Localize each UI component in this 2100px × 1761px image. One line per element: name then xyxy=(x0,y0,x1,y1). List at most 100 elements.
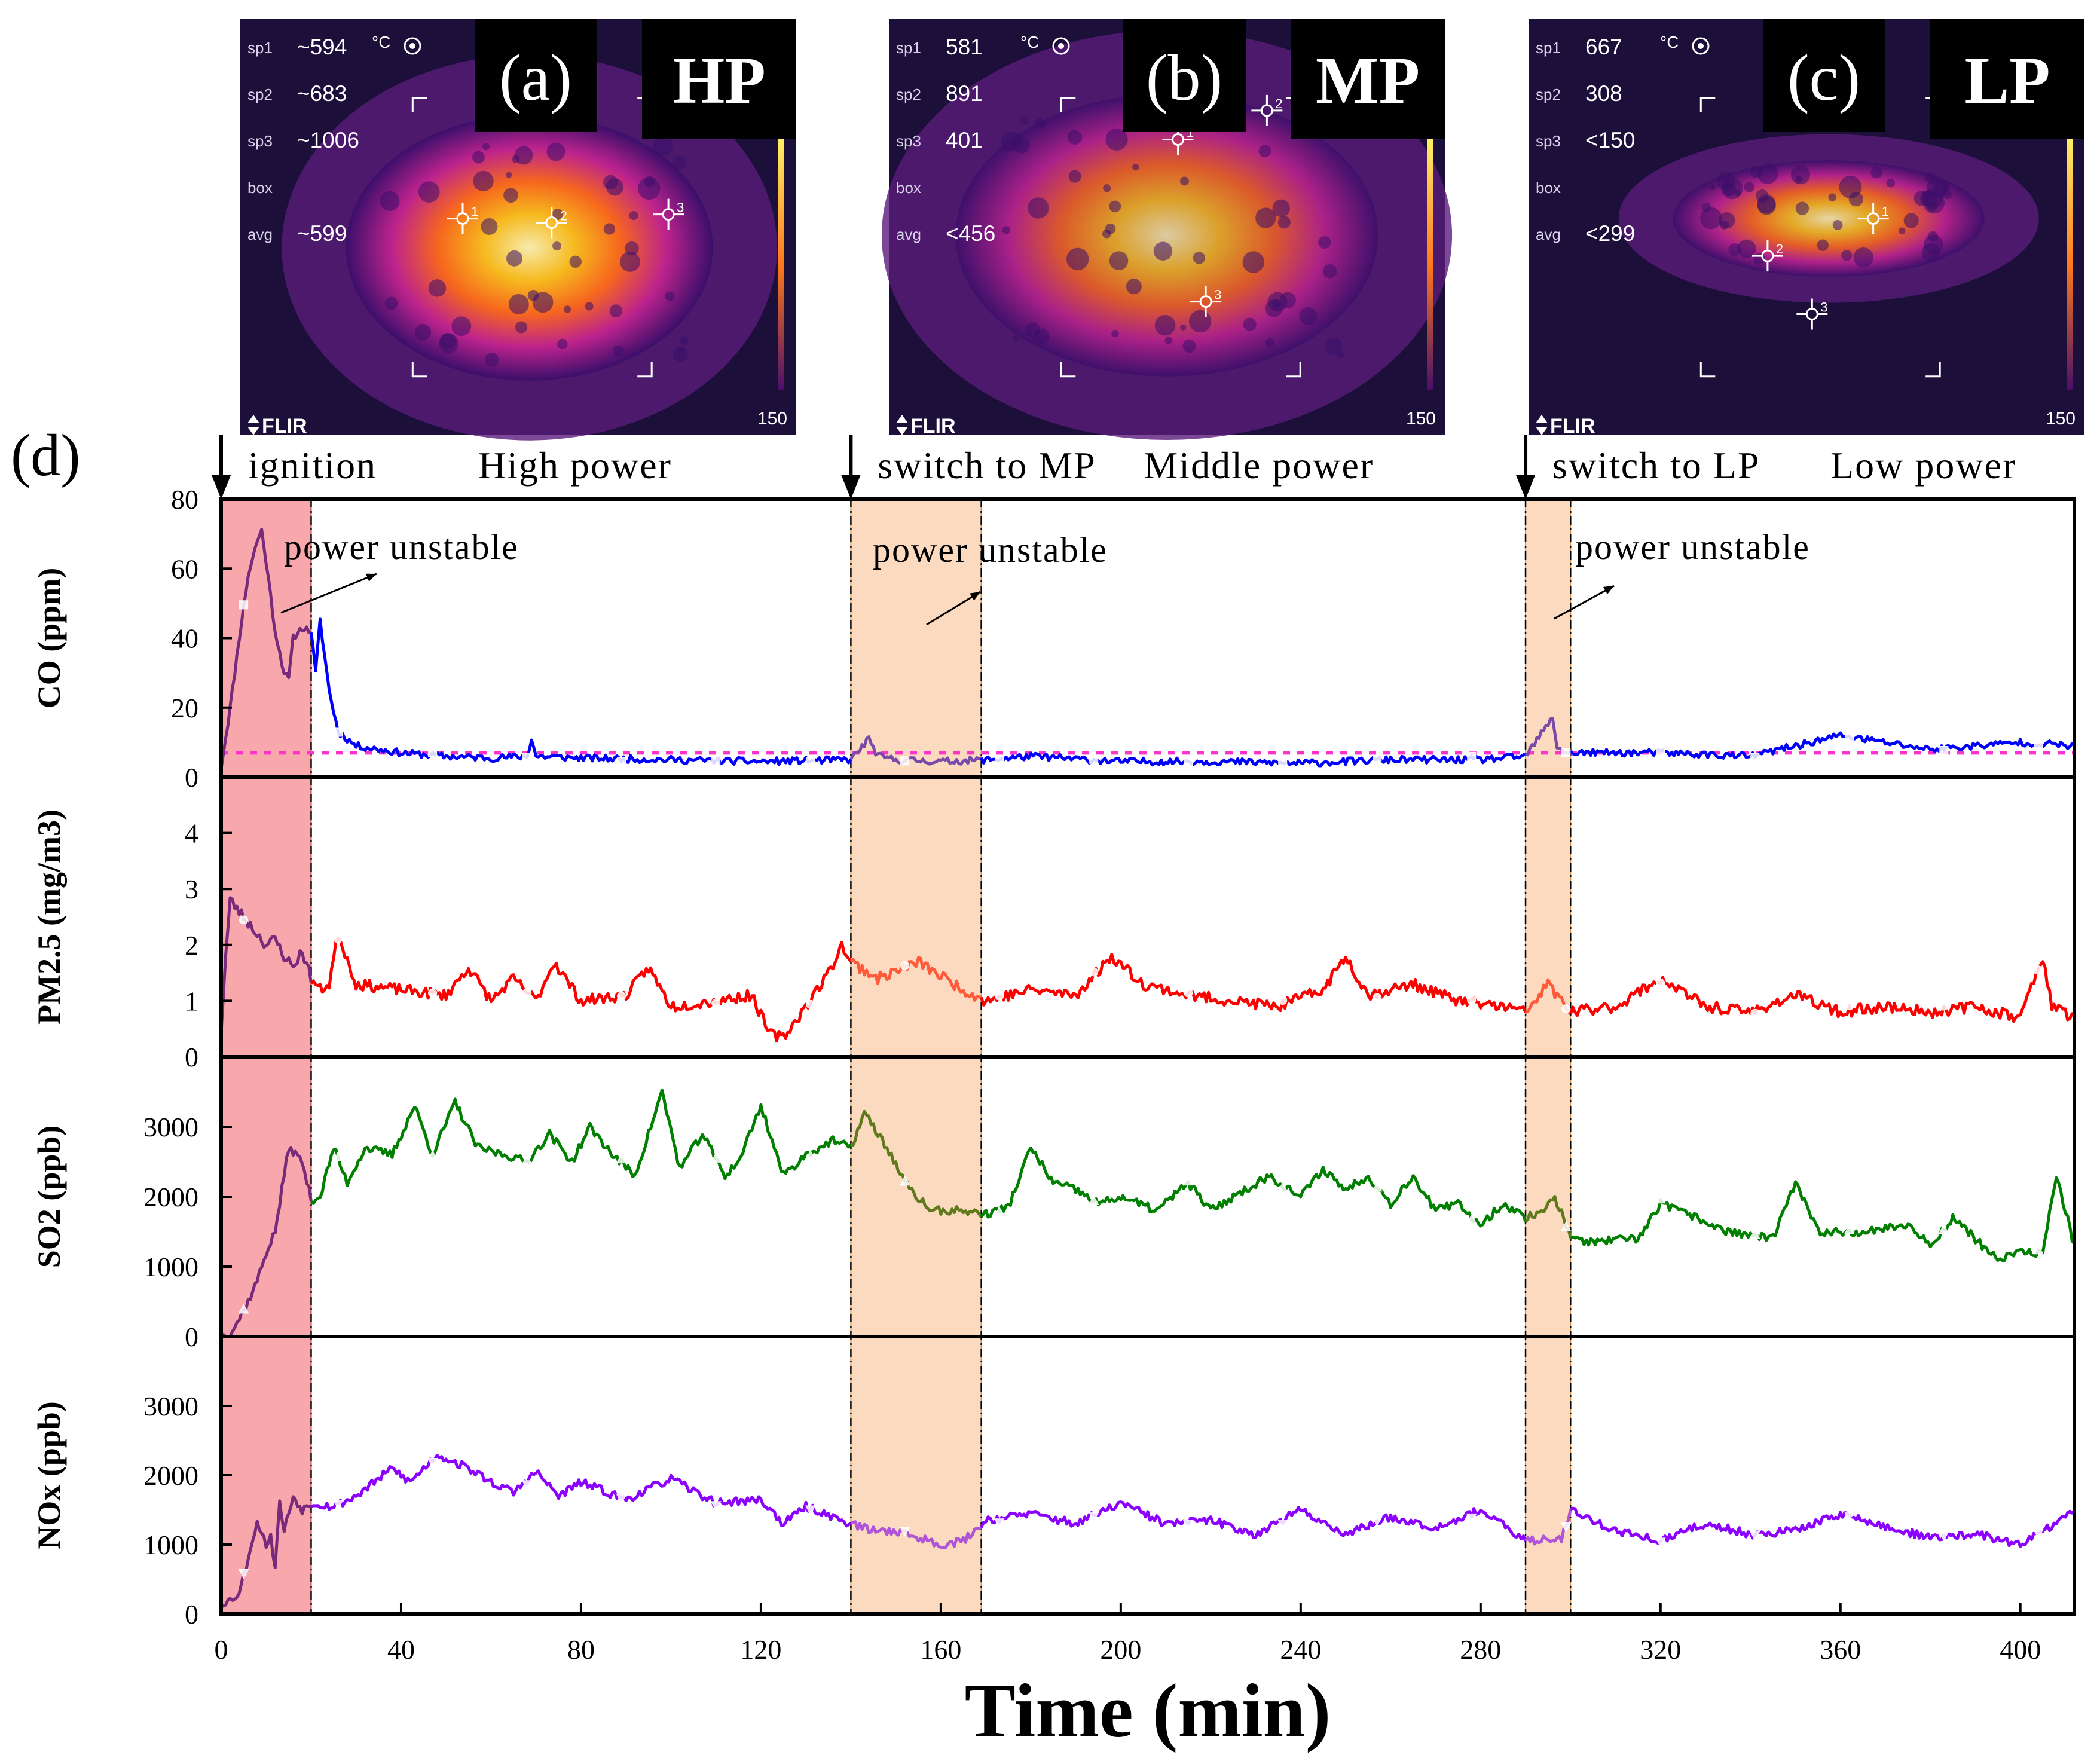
series-line-co-1 xyxy=(310,617,852,766)
data-marker xyxy=(900,756,910,766)
fuel-lump xyxy=(428,279,447,297)
fuel-lump xyxy=(1322,264,1337,279)
data-marker xyxy=(900,961,910,970)
fuel-lump xyxy=(532,292,554,313)
spot-marker-2: 2 xyxy=(1751,240,1783,272)
fuel-lump xyxy=(481,218,498,235)
data-marker xyxy=(1845,732,1854,741)
flir-logo-text: FLIR xyxy=(910,415,956,438)
y-axis-label: NOx (ppb) xyxy=(31,1401,67,1549)
data-marker xyxy=(806,999,815,1009)
fuel-lump xyxy=(506,250,522,267)
fuel-lump xyxy=(438,334,459,354)
series-line-nox-2 xyxy=(850,1520,982,1549)
data-marker xyxy=(1182,1520,1194,1530)
readout-label-sp3: sp3 xyxy=(1536,132,1561,150)
data-marker xyxy=(1466,1513,1477,1524)
readout-label-sp3: sp3 xyxy=(247,132,273,150)
phase-0: ignition High power xyxy=(212,435,671,499)
fuel-lump xyxy=(1734,189,1741,197)
spot-number: 1 xyxy=(1882,204,1889,219)
series-line-pm25-5 xyxy=(1569,960,2075,1023)
panel-letter-box xyxy=(1123,19,1246,132)
power-unstable-annotations: power unstable power unstable power unstab… xyxy=(280,527,1810,626)
crosshair-lines xyxy=(447,203,478,234)
data-marker xyxy=(1845,1001,1854,1010)
data-marker xyxy=(428,988,438,998)
fuel-lump xyxy=(603,223,615,235)
data-marker xyxy=(1750,1008,1760,1018)
data-marker xyxy=(1373,993,1382,1002)
data-marker xyxy=(1184,757,1193,766)
fuel-lump xyxy=(1111,329,1119,338)
spot-number: 3 xyxy=(1214,288,1221,302)
series-line-pm25-2 xyxy=(849,956,982,1002)
data-marker xyxy=(1371,1181,1383,1192)
data-marker xyxy=(1467,995,1477,1005)
data-marker xyxy=(522,753,532,762)
fuel-lump xyxy=(1744,182,1754,192)
fuel-lump xyxy=(1255,207,1276,228)
readout-label-sp2: sp2 xyxy=(247,85,273,103)
fuel-lump xyxy=(1109,251,1129,270)
measurement-box-corner xyxy=(1060,97,1076,113)
flir-logo-icon xyxy=(1536,415,1548,435)
x-tick-label: 120 xyxy=(740,1634,781,1665)
y-tick-label: 1000 xyxy=(143,1252,198,1282)
fuel-lump xyxy=(482,143,490,151)
fuel-lump xyxy=(1179,176,1189,186)
fuel-lump xyxy=(1153,241,1173,261)
data-marker xyxy=(1844,1511,1855,1522)
annotation-arrow-icon xyxy=(1554,585,1615,620)
panel-so2: 0 1000 2000 3000 SO2 (ppb) xyxy=(31,1055,2076,1352)
fuel-lump xyxy=(484,353,499,367)
data-marker xyxy=(238,1303,249,1314)
measurement-box-corner xyxy=(1699,362,1716,378)
measurement-box-corner xyxy=(411,362,427,378)
fuel-lump xyxy=(1325,337,1343,355)
y-tick-label: 2000 xyxy=(143,1182,198,1212)
fuel-lump xyxy=(414,323,432,341)
series-line-nox-0 xyxy=(221,1495,312,1608)
data-marker xyxy=(1560,1522,1572,1533)
fuel-lump xyxy=(1701,202,1711,212)
readout-label-sp1: sp1 xyxy=(247,39,273,57)
fuel-lump xyxy=(677,346,684,353)
data-marker xyxy=(334,934,343,943)
x-tick-label: 200 xyxy=(1100,1634,1141,1665)
readout-value-avg: <299 xyxy=(1585,221,1635,246)
fuel-lump xyxy=(673,347,688,362)
y-tick-label: 2 xyxy=(185,930,198,961)
data-marker xyxy=(711,998,721,1008)
readout-value-sp1: 581 xyxy=(946,35,983,59)
fuel-lump xyxy=(679,335,689,346)
data-marker xyxy=(1749,1531,1760,1541)
data-marker xyxy=(1749,1228,1760,1239)
annotation-power-unstable: power unstable xyxy=(1575,527,1810,567)
fuel-lump xyxy=(552,241,561,250)
y-axis-label: PM2.5 (mg/m3) xyxy=(31,809,67,1025)
readout-value-sp2: 891 xyxy=(946,81,983,106)
fuel-lump xyxy=(1068,170,1081,183)
readout-label-box: box xyxy=(1536,179,1561,197)
fuel-lump xyxy=(515,321,528,334)
crosshair-lines xyxy=(1162,124,1194,155)
fuel-lump xyxy=(1927,231,1939,242)
data-marker xyxy=(899,1175,910,1186)
fuel-lump xyxy=(1028,197,1049,219)
thermal-panel-hp: 1 2 3 sp1 ~594 sp2 ~683 sp3 ~1006 box avg ~599 °C FLI… xyxy=(240,19,796,441)
fuel-lump xyxy=(512,155,520,163)
series-line-pm25-4 xyxy=(1525,978,1572,1016)
fuel-lump xyxy=(1870,167,1882,179)
x-tick-label: 160 xyxy=(920,1634,961,1665)
y-tick-label: 60 xyxy=(171,554,198,584)
data-marker xyxy=(1938,1531,1949,1542)
fuel-lump xyxy=(629,211,638,221)
series-line-co-5 xyxy=(1569,731,2075,760)
fuel-lump xyxy=(1277,216,1291,229)
data-marker xyxy=(1656,978,1665,987)
fuel-lump xyxy=(1942,184,1951,192)
data-marker xyxy=(522,988,532,998)
data-marker xyxy=(1938,1224,1949,1234)
